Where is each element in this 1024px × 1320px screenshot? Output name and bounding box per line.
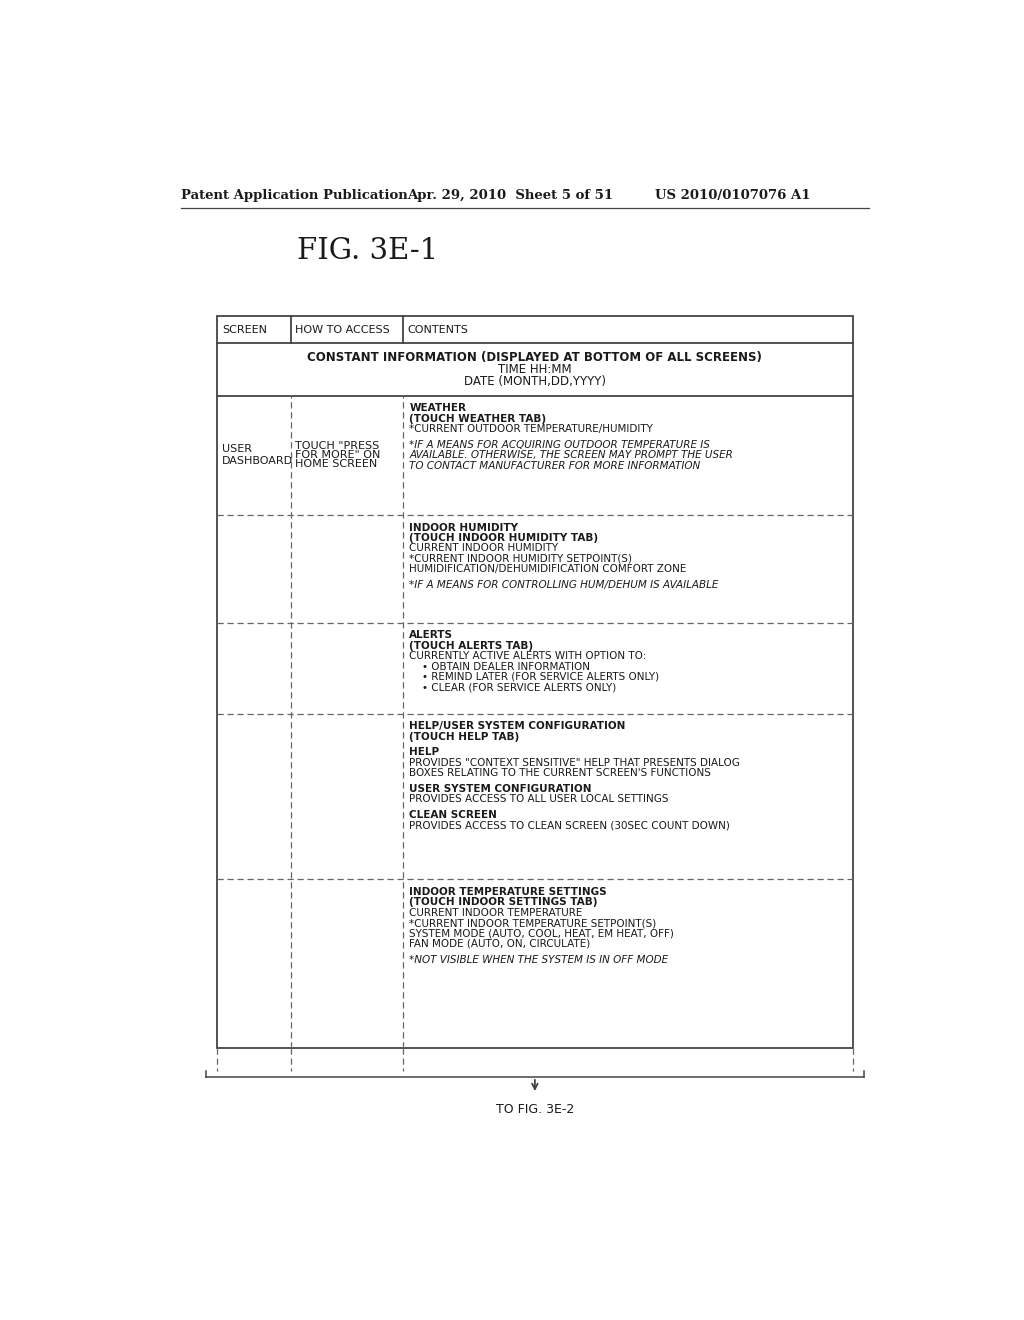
Text: (TOUCH INDOOR HUMIDITY TAB): (TOUCH INDOOR HUMIDITY TAB) bbox=[410, 533, 598, 543]
Text: DATE (MONTH,DD,YYYY): DATE (MONTH,DD,YYYY) bbox=[464, 375, 606, 388]
Text: Apr. 29, 2010  Sheet 5 of 51: Apr. 29, 2010 Sheet 5 of 51 bbox=[407, 189, 613, 202]
Text: • CLEAR (FOR SERVICE ALERTS ONLY): • CLEAR (FOR SERVICE ALERTS ONLY) bbox=[410, 682, 616, 693]
Text: CURRENT INDOOR TEMPERATURE: CURRENT INDOOR TEMPERATURE bbox=[410, 908, 583, 917]
Text: US 2010/0107076 A1: US 2010/0107076 A1 bbox=[655, 189, 811, 202]
Text: CURRENTLY ACTIVE ALERTS WITH OPTION TO:: CURRENTLY ACTIVE ALERTS WITH OPTION TO: bbox=[410, 651, 647, 661]
Text: AVAILABLE. OTHERWISE, THE SCREEN MAY PROMPT THE USER: AVAILABLE. OTHERWISE, THE SCREEN MAY PRO… bbox=[410, 450, 733, 461]
Text: (TOUCH INDOOR SETTINGS TAB): (TOUCH INDOOR SETTINGS TAB) bbox=[410, 898, 598, 907]
Text: TOUCH "PRESS: TOUCH "PRESS bbox=[295, 441, 380, 451]
Text: FAN MODE (AUTO, ON, CIRCULATE): FAN MODE (AUTO, ON, CIRCULATE) bbox=[410, 939, 591, 949]
Text: Patent Application Publication: Patent Application Publication bbox=[180, 189, 408, 202]
Text: BOXES RELATING TO THE CURRENT SCREEN'S FUNCTIONS: BOXES RELATING TO THE CURRENT SCREEN'S F… bbox=[410, 768, 712, 779]
Text: CONTENTS: CONTENTS bbox=[408, 325, 469, 335]
Text: • REMIND LATER (FOR SERVICE ALERTS ONLY): • REMIND LATER (FOR SERVICE ALERTS ONLY) bbox=[410, 672, 659, 682]
Text: CURRENT INDOOR HUMIDITY: CURRENT INDOOR HUMIDITY bbox=[410, 544, 558, 553]
Text: *IF A MEANS FOR ACQUIRING OUTDOOR TEMPERATURE IS: *IF A MEANS FOR ACQUIRING OUTDOOR TEMPER… bbox=[410, 440, 711, 450]
Text: CLEAN SCREEN: CLEAN SCREEN bbox=[410, 810, 498, 820]
Text: *CURRENT OUTDOOR TEMPERATURE/HUMIDITY: *CURRENT OUTDOOR TEMPERATURE/HUMIDITY bbox=[410, 424, 653, 434]
Text: HUMIDIFICATION/DEHUMIDIFICATION COMFORT ZONE: HUMIDIFICATION/DEHUMIDIFICATION COMFORT … bbox=[410, 564, 687, 574]
Text: (TOUCH HELP TAB): (TOUCH HELP TAB) bbox=[410, 731, 519, 742]
Text: PROVIDES ACCESS TO ALL USER LOCAL SETTINGS: PROVIDES ACCESS TO ALL USER LOCAL SETTIN… bbox=[410, 795, 669, 804]
Text: FOR MORE" ON: FOR MORE" ON bbox=[295, 450, 381, 461]
Text: DASHBOARD: DASHBOARD bbox=[222, 457, 293, 466]
Text: HELP: HELP bbox=[410, 747, 439, 758]
Text: *CURRENT INDOOR TEMPERATURE SETPOINT(S): *CURRENT INDOOR TEMPERATURE SETPOINT(S) bbox=[410, 917, 656, 928]
Text: CONSTANT INFORMATION (DISPLAYED AT BOTTOM OF ALL SCREENS): CONSTANT INFORMATION (DISPLAYED AT BOTTO… bbox=[307, 351, 762, 363]
Text: HELP/USER SYSTEM CONFIGURATION: HELP/USER SYSTEM CONFIGURATION bbox=[410, 721, 626, 731]
Text: TO FIG. 3E-2: TO FIG. 3E-2 bbox=[496, 1104, 574, 1117]
Text: USER: USER bbox=[222, 444, 252, 454]
Text: INDOOR HUMIDITY: INDOOR HUMIDITY bbox=[410, 523, 518, 532]
Text: TO CONTACT MANUFACTURER FOR MORE INFORMATION: TO CONTACT MANUFACTURER FOR MORE INFORMA… bbox=[410, 461, 700, 471]
Text: *NOT VISIBLE WHEN THE SYSTEM IS IN OFF MODE: *NOT VISIBLE WHEN THE SYSTEM IS IN OFF M… bbox=[410, 954, 669, 965]
Text: INDOOR TEMPERATURE SETTINGS: INDOOR TEMPERATURE SETTINGS bbox=[410, 887, 607, 896]
Text: SCREEN: SCREEN bbox=[222, 325, 267, 335]
Text: *CURRENT INDOOR HUMIDITY SETPOINT(S): *CURRENT INDOOR HUMIDITY SETPOINT(S) bbox=[410, 554, 633, 564]
Text: ALERTS: ALERTS bbox=[410, 631, 454, 640]
Text: FIG. 3E-1: FIG. 3E-1 bbox=[297, 236, 438, 265]
Text: WEATHER: WEATHER bbox=[410, 404, 466, 413]
Text: (TOUCH WEATHER TAB): (TOUCH WEATHER TAB) bbox=[410, 413, 547, 424]
Text: • OBTAIN DEALER INFORMATION: • OBTAIN DEALER INFORMATION bbox=[410, 661, 590, 672]
Text: *IF A MEANS FOR CONTROLLING HUM/DEHUM IS AVAILABLE: *IF A MEANS FOR CONTROLLING HUM/DEHUM IS… bbox=[410, 579, 719, 590]
Text: HOW TO ACCESS: HOW TO ACCESS bbox=[295, 325, 390, 335]
Bar bbox=[217, 317, 853, 1048]
Text: PROVIDES "CONTEXT SENSITIVE" HELP THAT PRESENTS DIALOG: PROVIDES "CONTEXT SENSITIVE" HELP THAT P… bbox=[410, 758, 740, 768]
Text: TIME HH:MM: TIME HH:MM bbox=[498, 363, 571, 376]
Text: USER SYSTEM CONFIGURATION: USER SYSTEM CONFIGURATION bbox=[410, 784, 592, 795]
Text: PROVIDES ACCESS TO CLEAN SCREEN (30SEC COUNT DOWN): PROVIDES ACCESS TO CLEAN SCREEN (30SEC C… bbox=[410, 821, 730, 830]
Text: SYSTEM MODE (AUTO, COOL, HEAT, EM HEAT, OFF): SYSTEM MODE (AUTO, COOL, HEAT, EM HEAT, … bbox=[410, 928, 674, 939]
Text: (TOUCH ALERTS TAB): (TOUCH ALERTS TAB) bbox=[410, 640, 534, 651]
Text: HOME SCREEN: HOME SCREEN bbox=[295, 459, 378, 470]
